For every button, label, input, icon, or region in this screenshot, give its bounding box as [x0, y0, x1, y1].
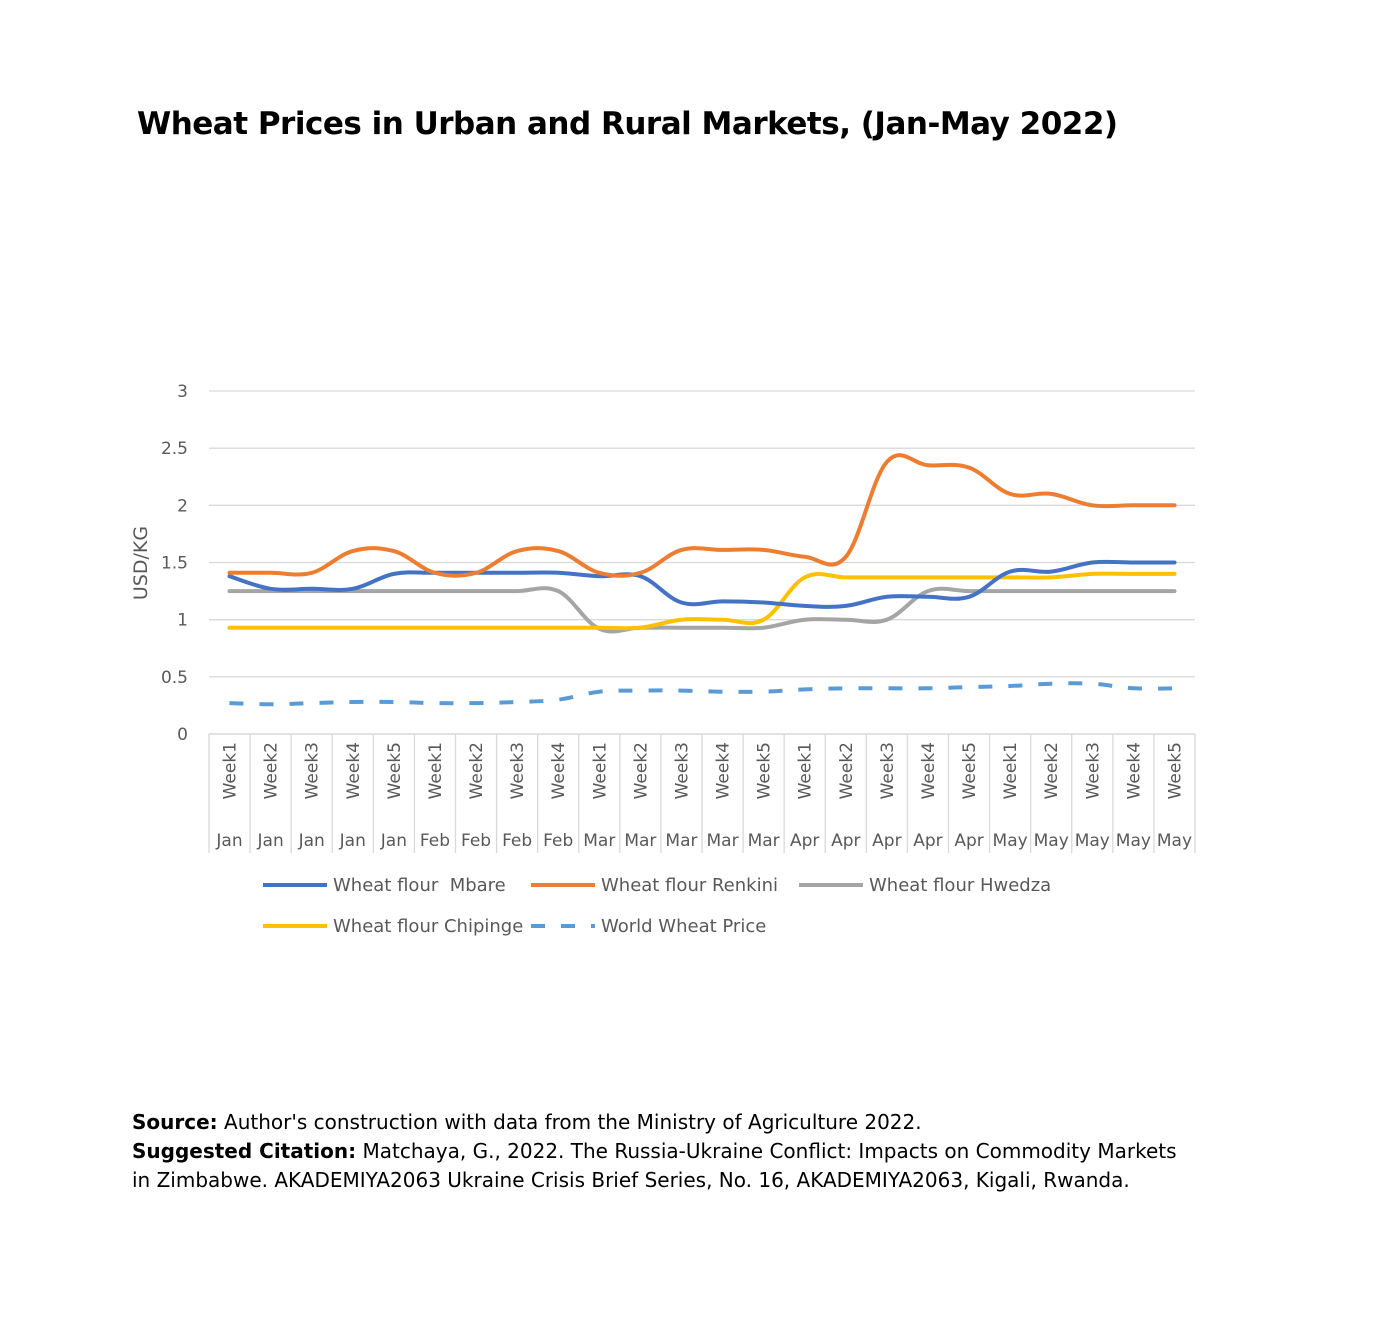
x-tick-label-month: Mar: [665, 831, 697, 851]
citation-text: Matchaya, G., 2022. The Russia-Ukraine C…: [132, 1139, 1177, 1192]
x-tick-label-month: Mar: [624, 831, 656, 851]
x-tick-label-month: Apr: [790, 831, 819, 851]
source-label: Source:: [132, 1110, 218, 1134]
x-tick-label-month: Apr: [872, 831, 901, 851]
x-tick-label-week: Week3: [303, 742, 323, 799]
series-lines: [227, 453, 1177, 707]
x-tick-label-month: Apr: [831, 831, 860, 851]
y-tick-label: 0.5: [161, 668, 188, 688]
x-tick-label-week: Week3: [508, 742, 528, 799]
x-tick-label-month: Jan: [215, 831, 242, 851]
x-tick-label-week: Week5: [960, 742, 980, 799]
x-tick-label-week: Week1: [221, 742, 241, 799]
citation-label: Suggested Citation:: [132, 1139, 357, 1163]
legend-label: World Wheat Price: [601, 916, 766, 937]
x-tick-label-week: Week3: [1083, 742, 1103, 799]
x-tick-label-month: Mar: [583, 831, 615, 851]
x-tick-label-week: Week1: [590, 742, 610, 799]
x-tick-label-month: Jan: [257, 831, 284, 851]
x-tick-label-month: Feb: [543, 831, 573, 851]
x-tick-label-month: Mar: [707, 831, 739, 851]
x-tick-label-month: May: [993, 831, 1028, 851]
x-tick-label-month: Jan: [380, 831, 407, 851]
y-axis-ticks: 0 0.5 1 1.5 2 2.5 3: [161, 382, 188, 745]
x-tick-label-week: Week1: [796, 742, 816, 799]
category-axis: Week1 Week2 Week3 Week4 Week5 Week1 Week2 Week3…: [208, 733, 1196, 853]
x-tick-label-week: Week4: [549, 742, 569, 799]
x-tick-label-month: May: [1157, 831, 1192, 851]
legend-label: Wheat flour Chipinge: [333, 916, 523, 937]
x-tick-label-month: Feb: [420, 831, 450, 851]
x-tick-label-week: Week2: [467, 742, 487, 799]
series-line-wheat-flour-hwedza: [227, 586, 1177, 634]
y-tick-label: 1.5: [161, 554, 188, 574]
legend-label: Wheat flour Hwedza: [869, 875, 1051, 896]
x-tick-label-week: Week5: [1165, 742, 1185, 799]
legend-label: Wheat flour Mbare: [333, 875, 506, 896]
x-tick-label-month: May: [1075, 831, 1110, 851]
series-line-world-wheat-price: [229, 681, 1175, 707]
x-tick-label-week: Week2: [837, 742, 857, 799]
citation-note: Suggested Citation: Matchaya, G., 2022. …: [132, 1137, 1182, 1195]
x-tick-label-week: Week1: [426, 742, 446, 799]
x-tick-label-week: Week4: [714, 742, 734, 799]
x-tick-label-week: Week3: [878, 742, 898, 799]
x-tick-label-week: Week5: [385, 742, 405, 799]
x-tick-label-week: Week1: [1001, 742, 1021, 799]
x-tick-label-week: Week4: [919, 742, 939, 799]
x-tick-label-month: Apr: [954, 831, 983, 851]
source-text: Author's construction with data from the…: [224, 1110, 922, 1134]
x-tick-label-month: Feb: [461, 831, 491, 851]
x-tick-label-week: Week2: [631, 742, 651, 799]
x-tick-label-month: Jan: [298, 831, 325, 851]
x-tick-label-week: Week5: [755, 742, 775, 799]
y-tick-label: 2: [177, 496, 188, 516]
y-tick-label: 0: [177, 725, 188, 745]
y-axis-label: USD/KG: [130, 526, 152, 600]
x-tick-label-month: Mar: [748, 831, 780, 851]
x-tick-label-month: May: [1116, 831, 1151, 851]
legend-label: Wheat flour Renkini: [601, 875, 778, 896]
gridlines: [209, 390, 1195, 678]
x-tick-label-week: Week2: [1042, 742, 1062, 799]
chart-title: Wheat Prices in Urban and Rural Markets,…: [137, 106, 1118, 142]
x-tick-label-month: Apr: [913, 831, 942, 851]
series-line-wheat-flour-chipinge: [227, 571, 1177, 631]
series-line-wheat-flour-renkini: [227, 453, 1177, 578]
x-tick-label-week: Week3: [672, 742, 692, 799]
x-tick-label-month: Jan: [339, 831, 366, 851]
legend: Wheat flour Mbare Wheat flour Renkini Whea…: [263, 875, 1051, 937]
y-tick-label: 3: [177, 382, 188, 402]
y-tick-label: 1: [177, 611, 188, 631]
x-tick-label-week: Week2: [262, 742, 282, 799]
y-tick-label: 2.5: [161, 439, 188, 459]
series-line-wheat-flour-mbare: [227, 559, 1177, 609]
x-tick-label-month: May: [1034, 831, 1069, 851]
x-tick-label-week: Week4: [344, 742, 364, 799]
x-tick-label-month: Feb: [502, 831, 532, 851]
x-tick-label-week: Week4: [1124, 742, 1144, 799]
source-note: Source: Author's construction with data …: [132, 1108, 1182, 1137]
